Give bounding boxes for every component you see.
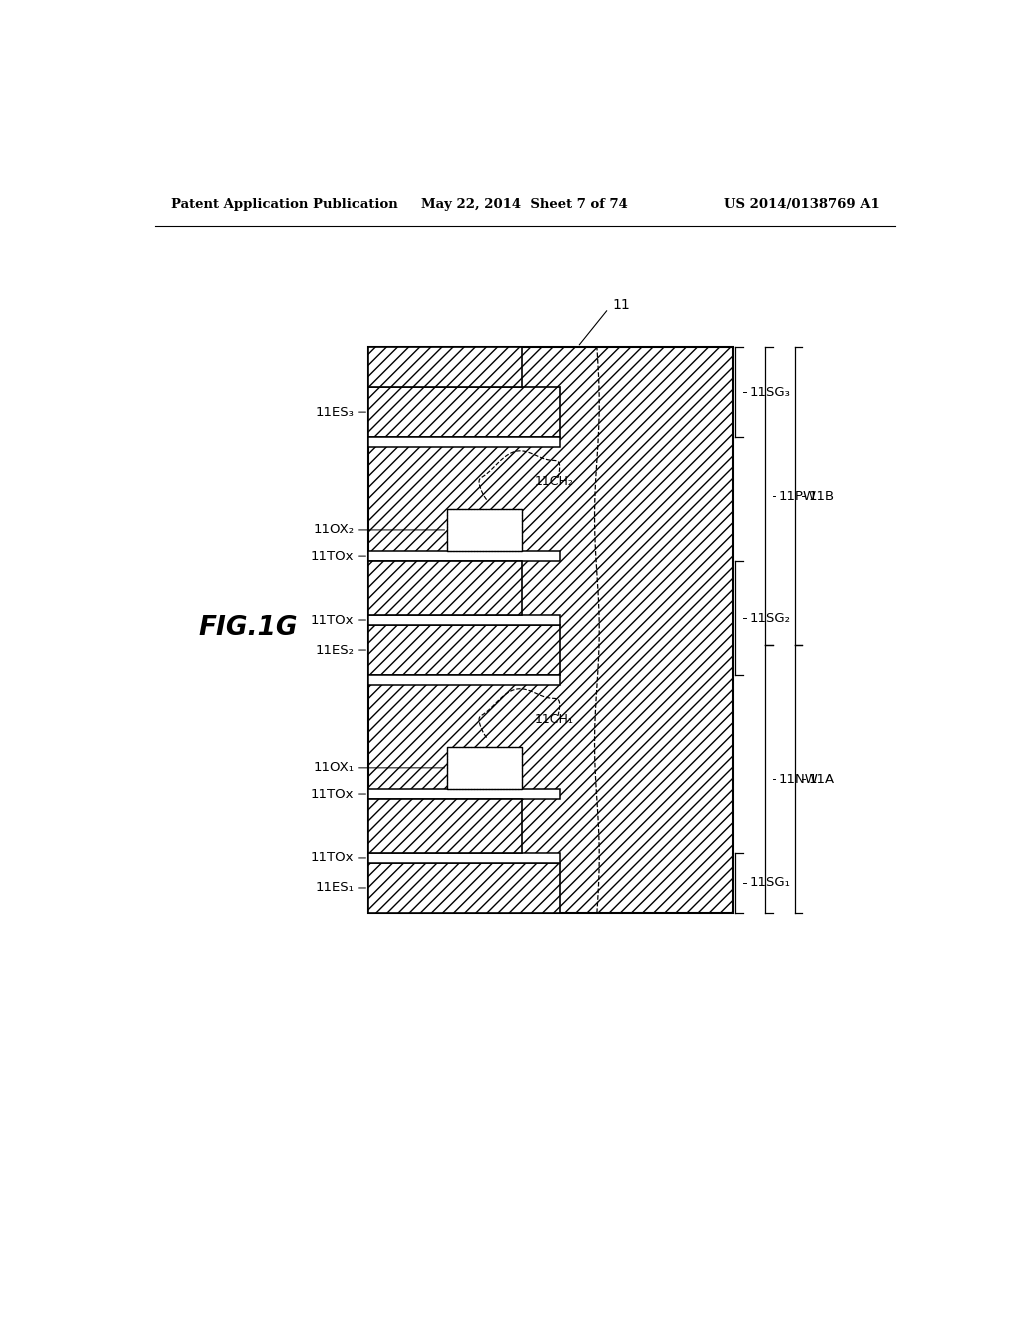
Text: 11ES₂: 11ES₂ — [315, 644, 354, 656]
Bar — [369, 863, 560, 913]
Bar — [369, 437, 560, 447]
Bar — [369, 552, 560, 561]
Text: 11SG₁: 11SG₁ — [750, 876, 791, 890]
Bar — [369, 347, 521, 387]
Text: Patent Application Publication: Patent Application Publication — [171, 198, 397, 211]
Text: 11ES₃: 11ES₃ — [315, 405, 354, 418]
Text: 11OX₂: 11OX₂ — [313, 524, 354, 536]
Text: 11TOx: 11TOx — [311, 788, 354, 800]
Text: US 2014/0138769 A1: US 2014/0138769 A1 — [724, 198, 880, 211]
Text: 11TOx: 11TOx — [311, 851, 354, 865]
Text: 11A: 11A — [809, 772, 835, 785]
Bar — [369, 347, 732, 913]
Bar — [369, 626, 560, 675]
Bar — [447, 508, 521, 552]
Text: 11CH₁: 11CH₁ — [535, 713, 573, 726]
Text: 11SG₂: 11SG₂ — [750, 611, 791, 624]
Text: 11SG₃: 11SG₃ — [750, 385, 791, 399]
Bar — [369, 615, 560, 626]
Text: 11TOx: 11TOx — [311, 549, 354, 562]
Bar — [369, 675, 560, 685]
Text: May 22, 2014  Sheet 7 of 74: May 22, 2014 Sheet 7 of 74 — [421, 198, 629, 211]
Text: 11NW: 11NW — [779, 772, 819, 785]
Bar — [369, 799, 521, 853]
Bar — [369, 853, 560, 863]
Bar — [369, 789, 560, 799]
Bar — [369, 387, 560, 437]
Text: 11TOx: 11TOx — [311, 614, 354, 627]
Text: FIG.1G: FIG.1G — [199, 615, 298, 642]
Text: 11B: 11B — [809, 490, 835, 503]
Bar — [447, 747, 521, 789]
Text: 11: 11 — [612, 298, 630, 312]
Bar — [369, 561, 521, 615]
Text: 11OX₁: 11OX₁ — [313, 762, 354, 775]
Text: 11CH₂: 11CH₂ — [535, 475, 573, 488]
Text: 11PW: 11PW — [779, 490, 817, 503]
Text: 11ES₁: 11ES₁ — [315, 882, 354, 895]
